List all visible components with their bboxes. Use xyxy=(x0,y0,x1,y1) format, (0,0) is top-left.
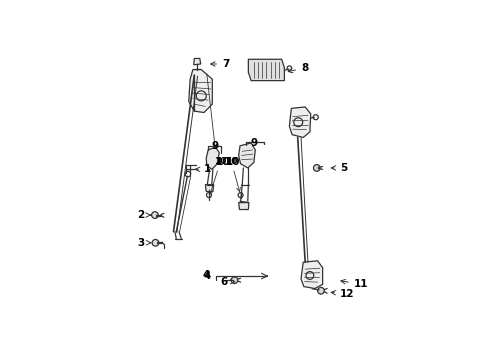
Polygon shape xyxy=(248,59,284,81)
Polygon shape xyxy=(189,69,212,112)
Polygon shape xyxy=(239,143,255,168)
Text: 11: 11 xyxy=(341,279,368,289)
Circle shape xyxy=(318,287,324,294)
Text: 12: 12 xyxy=(331,289,354,299)
Text: 10: 10 xyxy=(216,157,231,167)
Text: 10: 10 xyxy=(225,157,241,192)
Circle shape xyxy=(314,165,320,171)
Text: 1: 1 xyxy=(196,164,211,174)
Text: 9: 9 xyxy=(212,141,219,151)
Text: 9: 9 xyxy=(250,138,257,148)
Text: 7: 7 xyxy=(211,59,229,69)
Polygon shape xyxy=(239,203,249,210)
Polygon shape xyxy=(194,58,201,65)
Polygon shape xyxy=(290,107,311,138)
Text: 3: 3 xyxy=(137,238,151,248)
Polygon shape xyxy=(301,261,322,288)
Text: 4: 4 xyxy=(203,270,210,280)
Text: 10: 10 xyxy=(226,157,241,167)
Text: 10: 10 xyxy=(209,157,227,194)
Polygon shape xyxy=(205,185,214,192)
Circle shape xyxy=(151,212,158,219)
Text: 5: 5 xyxy=(331,163,347,173)
Circle shape xyxy=(152,239,159,246)
Text: 2: 2 xyxy=(137,210,150,220)
Polygon shape xyxy=(206,147,219,169)
Text: 6: 6 xyxy=(220,276,235,287)
Text: 8: 8 xyxy=(288,63,308,73)
Circle shape xyxy=(231,277,238,284)
Text: 4: 4 xyxy=(203,271,211,281)
